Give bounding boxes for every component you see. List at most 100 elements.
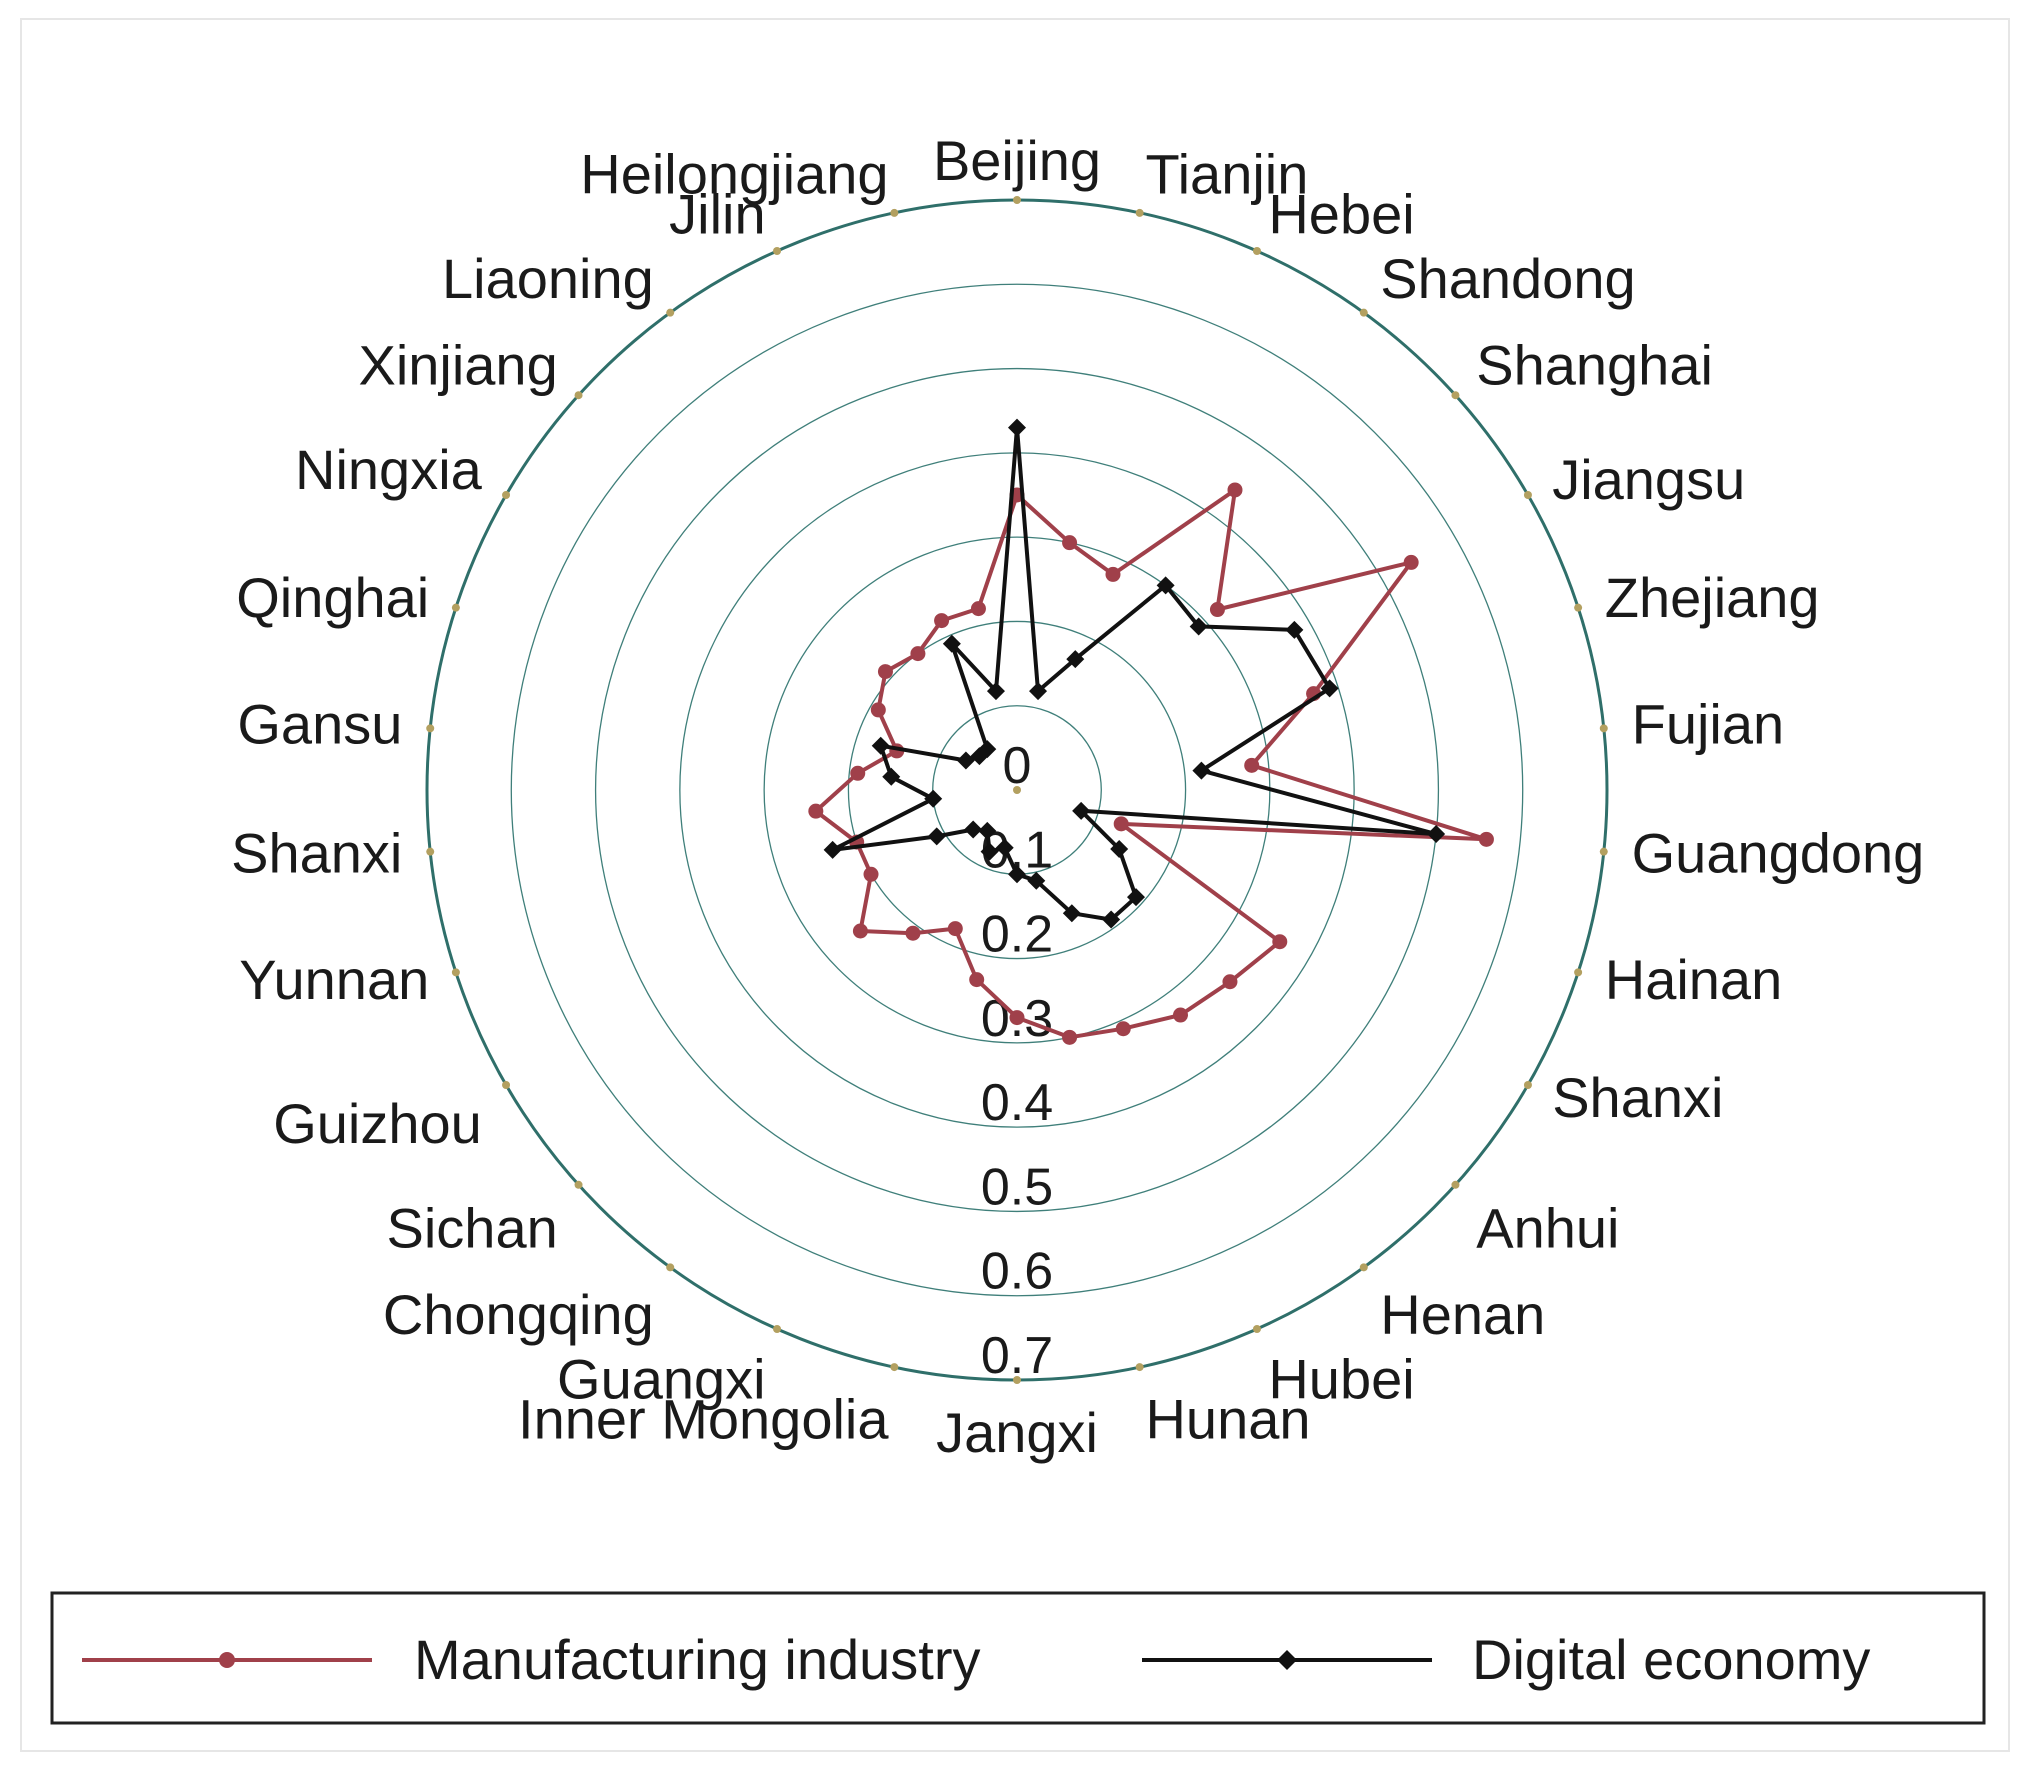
- axis-dot: [1599, 847, 1608, 856]
- axis-dot: [1523, 1081, 1532, 1089]
- data-point: [863, 866, 879, 882]
- axis-dot: [1574, 968, 1583, 977]
- data-point: [882, 767, 901, 786]
- axis-dot: [1252, 1324, 1261, 1333]
- data-point: [1115, 1021, 1131, 1037]
- category-label: Tianjin: [1145, 143, 1308, 206]
- center-dot: [1013, 786, 1021, 794]
- axis-dot: [426, 847, 435, 856]
- data-point: [852, 923, 868, 939]
- data-point: [1072, 801, 1091, 820]
- data-point: [1285, 620, 1304, 639]
- category-label: Ningxia: [295, 438, 483, 501]
- category-label: Fujian: [1632, 692, 1785, 755]
- data-point: [1478, 831, 1494, 847]
- axis-dot: [1451, 1180, 1460, 1189]
- data-point: [905, 925, 921, 941]
- category-label: Liaoning: [442, 247, 654, 310]
- axis-dot: [574, 391, 583, 400]
- category-label: Heilongjiang: [580, 143, 888, 206]
- data-point: [1427, 825, 1446, 844]
- axis-dot: [666, 308, 675, 317]
- grid-ring: [510, 283, 1524, 1297]
- category-label: Hebei: [1268, 182, 1414, 245]
- category-label: Henan: [1380, 1283, 1545, 1346]
- category-label: Xinjiang: [358, 333, 557, 396]
- data-point: [1156, 576, 1175, 595]
- radial-tick-label: 0.6: [981, 1243, 1053, 1301]
- axis-dot: [773, 1324, 782, 1333]
- series-line-0: [813, 488, 1489, 1040]
- radial-tick-label: 0.7: [981, 1327, 1053, 1385]
- data-point: [1209, 602, 1225, 618]
- data-point: [947, 921, 963, 937]
- legend-box: [50, 1591, 1986, 1725]
- category-label: Hunan: [1145, 1387, 1310, 1450]
- category-label: Shanghai: [1476, 333, 1713, 396]
- radar-chart: 00.10.20.30.40.50.60.7 BeijingTianjinHeb…: [50, 129, 1986, 1725]
- grid-ring: [679, 452, 1355, 1128]
- data-point: [1008, 865, 1026, 884]
- axis-dot: [1359, 308, 1368, 317]
- data-point: [927, 827, 946, 846]
- axis-dot: [1599, 724, 1608, 733]
- data-point: [1062, 1029, 1078, 1045]
- axis-dot: [890, 1363, 899, 1372]
- data-point: [969, 972, 985, 988]
- data-point: [995, 838, 1014, 857]
- axis-dot: [1359, 1263, 1368, 1272]
- data-point: [1066, 650, 1085, 669]
- axis-dot: [1252, 247, 1261, 256]
- series-line-1: [830, 425, 1439, 922]
- grid-ring: [847, 620, 1187, 960]
- axis-dot: [574, 1180, 583, 1189]
- axis-dot: [1013, 196, 1021, 204]
- data-point: [1029, 682, 1048, 701]
- category-label: Guangxi: [557, 1348, 766, 1411]
- axis-dot: [1135, 208, 1144, 217]
- category-label: Jilin: [669, 182, 765, 245]
- axis-dot: [502, 491, 511, 499]
- data-point: [1403, 554, 1419, 570]
- category-label: Jiangsu: [1552, 448, 1745, 511]
- data-point: [808, 803, 824, 819]
- data-point: [1192, 761, 1211, 780]
- data-point: [970, 601, 986, 617]
- axis-dot: [1451, 391, 1460, 400]
- data-point: [1102, 910, 1121, 929]
- legend-manufacturing-label: Manufacturing industry: [414, 1628, 981, 1691]
- data-series: [808, 418, 1494, 1045]
- axis-dot: [890, 208, 899, 217]
- legend-manufacturing-marker: [219, 1652, 235, 1668]
- axis-dot: [451, 968, 460, 977]
- data-point: [871, 736, 890, 755]
- category-label: Guizhou: [273, 1092, 482, 1155]
- data-point: [1227, 482, 1243, 498]
- data-point: [1272, 934, 1288, 950]
- legend-digital-marker: [1277, 1650, 1297, 1670]
- axis-dot: [773, 247, 782, 256]
- category-label: Shandong: [1380, 247, 1635, 310]
- axis-dot: [666, 1263, 675, 1272]
- data-point: [964, 820, 983, 839]
- radar-grid: [425, 196, 1609, 1384]
- category-label: Beijing: [933, 129, 1101, 192]
- legend-digital-label: Digital economy: [1472, 1628, 1870, 1691]
- data-point: [924, 789, 943, 808]
- data-point: [1127, 888, 1146, 907]
- data-point: [1222, 974, 1238, 990]
- category-label: Sichan: [387, 1197, 558, 1260]
- axis-dot: [1523, 491, 1532, 499]
- radial-tick-label: 0.5: [981, 1158, 1053, 1216]
- axis-dot: [426, 724, 435, 733]
- radial-tick-label: 0.2: [981, 906, 1053, 964]
- axis-dot: [1574, 603, 1583, 612]
- category-label: Hubei: [1268, 1348, 1414, 1411]
- data-point: [877, 664, 893, 680]
- data-point: [1320, 679, 1339, 698]
- category-label: Qinghai: [236, 566, 429, 629]
- axis-dot: [1013, 1376, 1021, 1384]
- data-point: [870, 702, 886, 718]
- radial-tick-label: 0.4: [981, 1074, 1053, 1132]
